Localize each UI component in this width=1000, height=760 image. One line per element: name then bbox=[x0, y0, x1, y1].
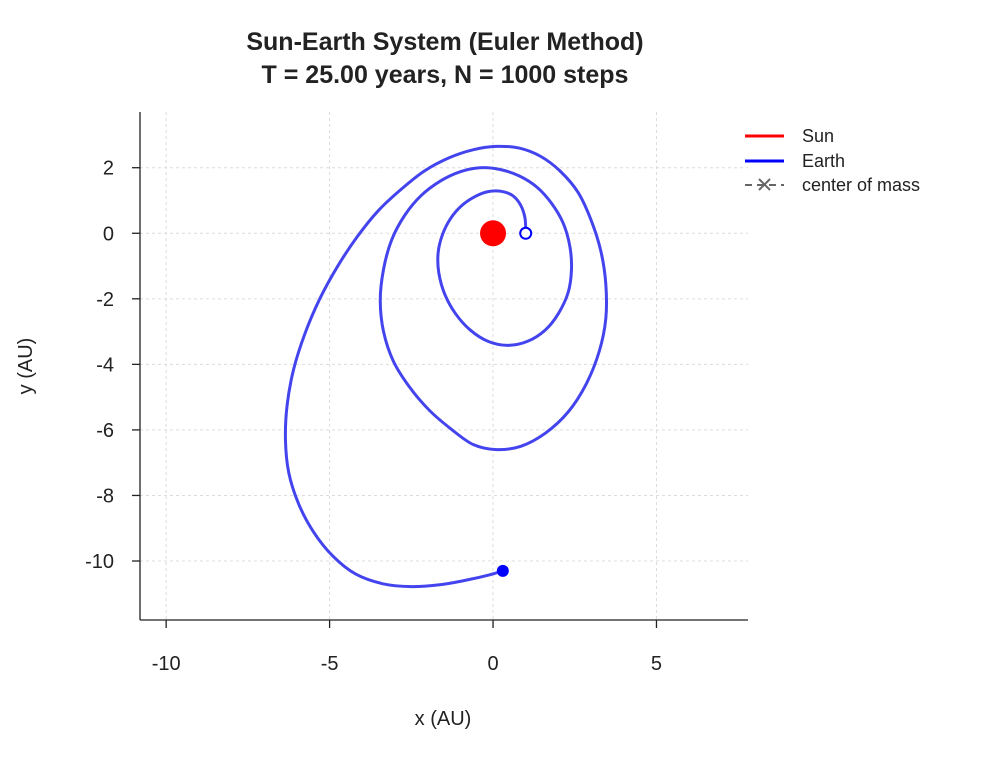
chart-title: Sun-Earth System (Euler Method) bbox=[246, 28, 643, 56]
legend-com-x-icon bbox=[758, 178, 771, 191]
y-tick-label: 2 bbox=[103, 158, 114, 180]
sun-marker bbox=[480, 220, 507, 247]
y-tick-label: -6 bbox=[96, 420, 114, 442]
plot-area bbox=[283, 144, 609, 589]
x-tick-label: -5 bbox=[321, 653, 339, 675]
legend-earth-label: Earth bbox=[802, 151, 845, 171]
legend: Sun Earth center of mass bbox=[745, 126, 920, 195]
axes: -10 -5 0 5 2 0 -2 -4 -6 -8 -10 bbox=[85, 112, 748, 675]
grid bbox=[140, 112, 748, 620]
y-tick-label: -10 bbox=[85, 551, 114, 573]
y-tick-label: -8 bbox=[96, 485, 114, 507]
legend-com-label: center of mass bbox=[802, 175, 920, 195]
x-tick-label: 5 bbox=[651, 653, 662, 675]
chart-subtitle: T = 25.00 years, N = 1000 steps bbox=[262, 61, 629, 89]
y-tick-label: 0 bbox=[103, 223, 114, 245]
earth-orbit-line bbox=[283, 144, 609, 589]
y-tick-label: -4 bbox=[96, 354, 114, 376]
y-tick-label: -2 bbox=[96, 289, 114, 311]
x-tick-label: 0 bbox=[487, 653, 498, 675]
legend-sun-label: Sun bbox=[802, 126, 834, 146]
x-tick-label: -10 bbox=[152, 653, 181, 675]
earth-end-marker bbox=[496, 564, 509, 577]
y-axis-label: y (AU) bbox=[15, 338, 37, 395]
earth-start-marker bbox=[519, 226, 533, 240]
x-axis-label: x (AU) bbox=[415, 708, 472, 730]
